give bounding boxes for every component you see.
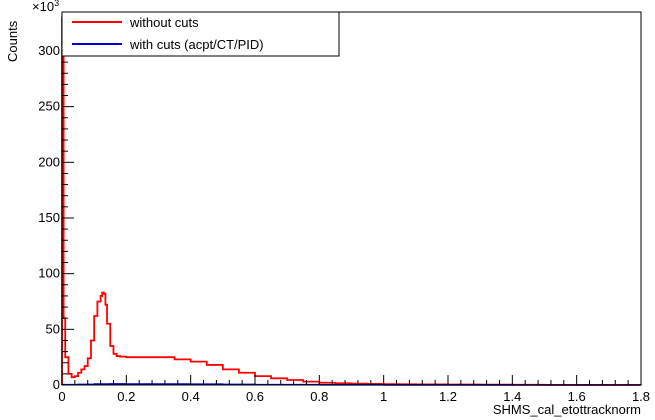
y-axis-multiplier-exponent: 3 — [54, 0, 59, 8]
x-tick-label: 0.4 — [182, 389, 200, 404]
data-point — [116, 356, 117, 357]
data-point — [71, 377, 72, 378]
data-point — [174, 359, 175, 360]
data-point — [158, 357, 159, 358]
legend-label-with-cuts: with cuts (acpt/CT/PID) — [129, 37, 264, 52]
data-point — [84, 366, 85, 367]
data-point — [119, 356, 120, 357]
y-tick-label: 300 — [38, 43, 60, 58]
data-point — [94, 384, 95, 385]
y-axis-ticks: 0 50 100 150 200 250 300 — [38, 17, 74, 392]
y-tick-label: 0 — [53, 377, 60, 392]
x-tick-label: 1 — [380, 389, 387, 404]
data-point — [303, 381, 304, 382]
data-point — [107, 323, 108, 324]
data-point — [142, 357, 143, 358]
data-point — [90, 340, 91, 341]
legend: without cuts with cuts (acpt/CT/PID) — [61, 11, 340, 57]
data-point — [158, 384, 159, 385]
data-point — [190, 361, 191, 362]
data-point — [206, 364, 207, 365]
data-point — [78, 372, 79, 373]
y-tick-label: 250 — [38, 99, 60, 114]
legend-label-without-cuts: without cuts — [129, 15, 199, 30]
x-tick-label: 1.4 — [503, 389, 521, 404]
data-point — [74, 376, 75, 377]
x-tick-label: 1.6 — [568, 389, 586, 404]
y-axis-title: Counts — [5, 20, 20, 62]
x-tick-label: 0.8 — [310, 389, 328, 404]
data-point — [222, 369, 223, 370]
y-axis-multiplier-base: ×10 — [32, 0, 54, 14]
data-point — [87, 358, 88, 359]
data-point — [110, 383, 111, 384]
data-point — [238, 372, 239, 373]
x-axis-title: SHMS_cal_etottracknorm — [493, 402, 641, 417]
data-point — [335, 383, 336, 384]
data-point — [103, 293, 104, 294]
data-point — [100, 295, 101, 296]
data-point — [126, 357, 127, 358]
x-tick-label: 1.2 — [439, 389, 457, 404]
x-axis-ticks: 0 0.2 0.4 0.6 0.8 1 1.2 1.4 1.6 1.8 — [58, 375, 650, 404]
data-point — [110, 346, 111, 347]
data-point — [113, 353, 114, 354]
data-point — [68, 373, 69, 374]
data-point — [102, 292, 103, 293]
x-tick-label: 1.8 — [632, 389, 650, 404]
x-tick-label: 0 — [58, 389, 65, 404]
data-point — [271, 378, 272, 379]
y-tick-label: 150 — [38, 210, 60, 225]
data-point — [97, 301, 98, 302]
plot-frame — [61, 11, 642, 386]
data-point — [94, 315, 95, 316]
x-tick-label: 0.6 — [246, 389, 264, 404]
data-point — [287, 379, 288, 380]
data-point — [65, 357, 66, 358]
y-tick-label: 100 — [38, 266, 60, 281]
data-point — [105, 304, 106, 305]
y-tick-label: 200 — [38, 154, 60, 169]
y-axis-multiplier: ×103 — [32, 0, 59, 14]
x-tick-label: 0.2 — [117, 389, 135, 404]
legend-box — [61, 11, 340, 57]
data-point — [81, 369, 82, 370]
y-tick-label: 50 — [46, 321, 60, 336]
